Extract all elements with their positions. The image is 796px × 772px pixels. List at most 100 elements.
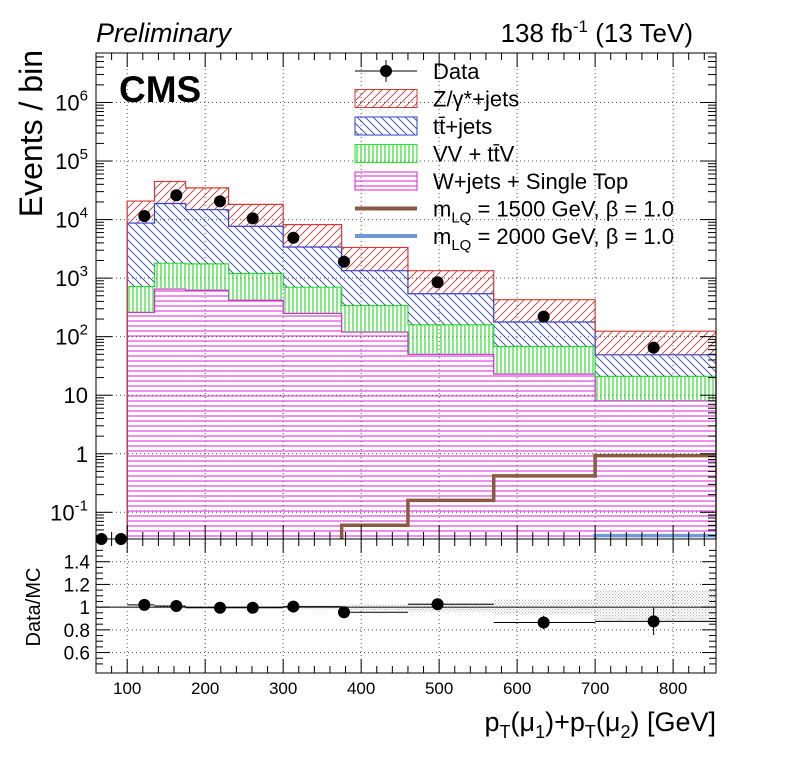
x-tick-label: 300 — [269, 679, 297, 698]
vv-bin — [127, 286, 155, 313]
x-tick-label: 200 — [191, 679, 219, 698]
y-tick-label: 102 — [55, 322, 88, 350]
data-point — [170, 189, 183, 202]
ratio-point — [431, 598, 444, 611]
legend-label: Z/γ*+jets — [433, 87, 519, 112]
ttbar-bin — [127, 223, 155, 287]
x-tick-label: 800 — [659, 679, 687, 698]
ratio-axes: 100 200 300 400 500 600 700 800 0.60.811.21.4 — [64, 538, 717, 698]
ratio-point — [246, 601, 259, 614]
ratio-y-tick-label: 1 — [79, 598, 90, 619]
ratio-y-axis-title: Data/MC — [23, 568, 45, 647]
legend-entry-ttbar: tt̄+jets — [354, 114, 492, 139]
ratio-point — [647, 615, 660, 628]
ratio-y-tick-label: 0.6 — [64, 644, 90, 665]
vv-bin — [493, 346, 596, 375]
ttbar-bin — [185, 209, 229, 264]
legend-entry-data: Data — [355, 59, 480, 84]
legend-entry-vv: VV + tt̄V — [354, 142, 515, 167]
ratio-point — [214, 601, 226, 614]
wjets-bin — [341, 332, 408, 539]
preliminary-label: Preliminary — [96, 18, 233, 48]
data-point — [287, 231, 300, 244]
wjets-bin — [228, 300, 284, 539]
x-tick-label: 700 — [581, 679, 609, 698]
ttbar-bin — [595, 354, 716, 377]
ratio-y-tick-label: 0.8 — [64, 621, 90, 642]
ttbar-bin — [341, 270, 408, 306]
data-point — [246, 212, 259, 225]
y-axis-title: Events / bin — [13, 50, 49, 217]
data-points — [95, 189, 660, 545]
legend-label: tt̄+jets — [433, 114, 492, 139]
wjets-bin — [185, 290, 229, 539]
ratio-point — [537, 616, 550, 629]
ratio-panel: 100 200 300 400 500 600 700 800 0.60.811.21.4 — [64, 538, 717, 698]
ttbar-bin — [493, 322, 596, 347]
x-tick-label: 100 — [113, 679, 141, 698]
ratio-y-tick-label: 1.2 — [64, 575, 90, 596]
ttbar-bin — [283, 247, 342, 288]
vv-bin — [595, 376, 716, 401]
wjets-bin — [595, 400, 716, 539]
uncertainty-box — [283, 604, 342, 610]
zjets-bin — [407, 270, 494, 294]
x-axis-title: pT(μ1)+pT(μ2) [GeV] — [485, 707, 717, 742]
y-tick-label: 106 — [55, 87, 88, 115]
legend-swatch — [354, 116, 418, 136]
uncertainty-box — [341, 604, 408, 610]
uncertainty-box — [407, 602, 494, 612]
vv-bin — [283, 287, 342, 314]
y-tick-label: 1 — [76, 442, 88, 467]
legend-marker — [380, 65, 392, 77]
vv-bin — [407, 324, 494, 355]
legend-label: mLQ = 2000 GeV, β = 1.0 — [433, 224, 674, 254]
main-axes: 10-1 1 10 102 103 104 105 106 — [50, 52, 717, 540]
lq1500-curve — [339, 453, 716, 539]
legend-swatch — [354, 89, 418, 108]
wjets-bin — [154, 289, 186, 539]
vv-bin — [228, 273, 284, 301]
wjets-bin — [127, 312, 155, 539]
x-tick-label: 500 — [425, 679, 453, 698]
x-tick-label: 600 — [503, 679, 531, 698]
data-point — [138, 210, 151, 223]
lumi-label: 138 fb-1 (13 TeV) — [501, 17, 693, 48]
ttbar-bin — [154, 203, 186, 264]
uncertainty-box — [493, 599, 596, 616]
wjets-bin — [283, 313, 342, 539]
data-point — [431, 276, 444, 289]
legend-entry-zjets: Z/γ*+jets — [354, 87, 519, 112]
ratio-point — [287, 600, 300, 613]
legend-label: W+jets + Single Top — [433, 169, 628, 194]
ttbar-bin — [228, 226, 284, 274]
data-point — [214, 195, 226, 208]
y-tick-label: 104 — [55, 205, 88, 233]
vv-bin — [185, 263, 229, 291]
ratio-point — [338, 606, 350, 619]
ratio-point — [138, 598, 151, 611]
zjets-bin — [341, 247, 408, 271]
legend-label: Data — [433, 59, 480, 84]
data-point — [338, 255, 350, 268]
uncertainty-box — [185, 605, 229, 609]
ttbar-bin — [407, 293, 494, 325]
legend-label: VV + tt̄V — [433, 142, 515, 167]
legend-swatch — [354, 144, 418, 163]
y-tick-label: 103 — [55, 263, 88, 291]
vv-bin — [154, 263, 186, 290]
y-tick-label: 10-1 — [50, 497, 88, 525]
ratio-frame — [95, 538, 717, 674]
ratio-point — [170, 600, 183, 612]
y-tick-label: 10 — [64, 383, 88, 408]
legend-entry-lq2000: mLQ = 2000 GeV, β = 1.0 — [355, 224, 674, 254]
legend-entry-lq1500: mLQ = 1500 GeV, β = 1.0 — [355, 197, 674, 227]
stacked-histograms — [126, 180, 717, 539]
cms-logo: CMS — [119, 69, 201, 110]
wjets-bin — [407, 354, 494, 539]
legend-swatch — [354, 171, 418, 191]
ratio-y-tick-label: 1.4 — [64, 553, 91, 574]
